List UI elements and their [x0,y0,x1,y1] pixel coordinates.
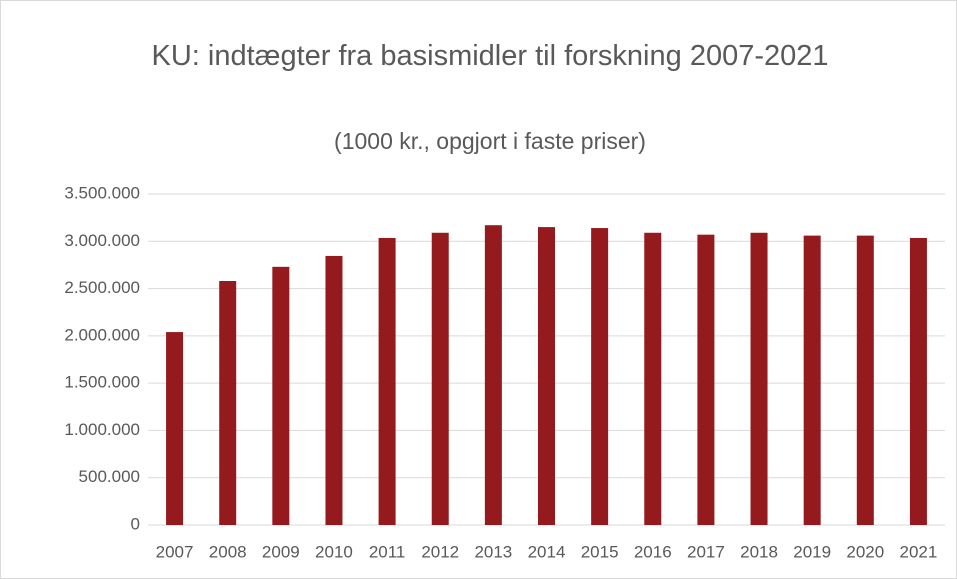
x-tick-label: 2009 [262,542,300,561]
x-tick-label: 2021 [900,542,938,561]
bar [856,235,874,525]
bar [219,281,237,525]
y-tick-label: 1.000.000 [64,420,140,439]
bar [803,235,821,525]
y-tick-label: 500.000 [79,467,140,486]
y-tick-label: 1.500.000 [64,373,140,392]
chart-title: KU: indtægter fra basismidler til forskn… [151,40,829,72]
y-tick-label: 3.500.000 [64,183,140,202]
bar [484,225,502,526]
y-tick-label: 2.000.000 [64,325,140,344]
x-tick-label: 2016 [634,542,672,561]
x-tick-label: 2019 [793,542,831,561]
bar [538,227,555,525]
y-tick-label: 3.000.000 [64,231,140,250]
bar [325,255,343,526]
bar [431,232,449,525]
x-tick-label: 2013 [474,542,512,561]
bar [272,266,290,525]
x-tick-label: 2015 [581,542,619,561]
x-tick-label: 2008 [209,542,247,561]
x-tick-label: 2020 [846,542,884,561]
bar [166,332,184,525]
x-tick-label: 2017 [687,542,725,561]
chart-subtitle: (1000 kr., opgjort i faste priser) [334,128,646,154]
bar [697,234,715,525]
x-tick-label: 2012 [421,542,459,561]
x-tick-label: 2014 [528,542,566,561]
x-tick-label: 2010 [315,542,353,561]
bar [378,237,396,525]
bar [644,232,662,525]
bar [909,237,927,525]
y-tick-label: 2.500.000 [64,278,140,297]
x-tick-label: 2007 [156,542,194,561]
bar [750,232,768,525]
bar [591,228,609,525]
y-tick-label: 0 [131,514,140,533]
x-tick-label: 2011 [369,542,406,561]
x-tick-label: 2018 [740,542,778,561]
